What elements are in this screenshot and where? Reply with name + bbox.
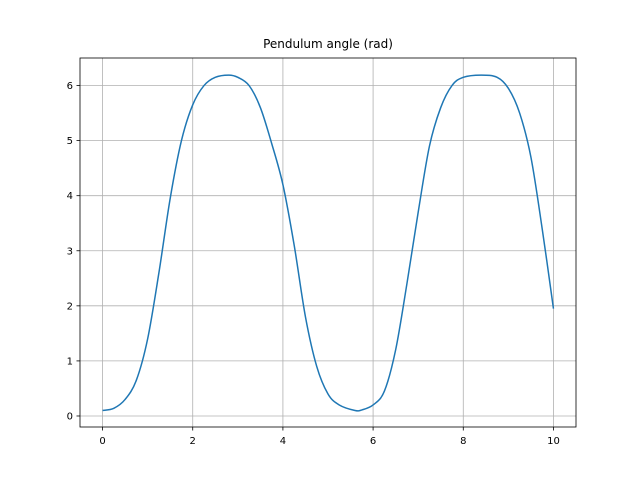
y-tick-label: 0 (67, 411, 73, 422)
y-tick-label: 2 (67, 301, 73, 312)
series-line (102, 74, 555, 412)
y-tick-label: 5 (67, 136, 73, 147)
y-tick-label: 4 (67, 191, 73, 202)
grid (80, 58, 576, 427)
x-tick-label: 2 (190, 436, 196, 447)
x-axis: 0 2 4 6 8 10 (99, 427, 560, 447)
x-tick-label: 6 (370, 436, 376, 447)
x-tick-label: 10 (547, 436, 560, 447)
x-tick-label: 8 (460, 436, 466, 447)
x-tick-label: 0 (99, 436, 105, 447)
series-layer (102, 74, 555, 412)
y-axis: 0 1 2 3 4 5 6 (67, 81, 80, 422)
axes-frame (79, 57, 577, 428)
chart-title: Pendulum angle (rad) (263, 37, 393, 51)
y-tick-label: 6 (67, 81, 73, 92)
y-tick-label: 3 (67, 246, 73, 257)
y-tick-label: 1 (67, 356, 73, 367)
x-tick-label: 4 (280, 436, 286, 447)
